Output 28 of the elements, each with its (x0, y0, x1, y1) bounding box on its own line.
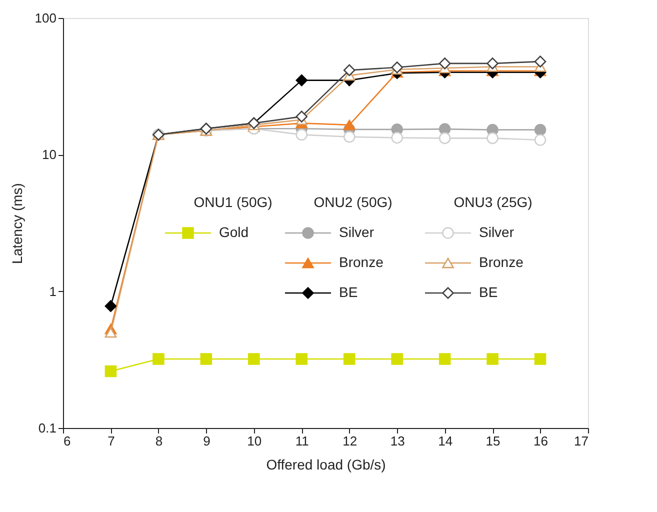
x-tick-label: 13 (390, 434, 405, 448)
legend-label: BE (339, 284, 358, 300)
legend-label: Bronze (479, 254, 524, 270)
y-tick-label: 1 (49, 284, 56, 299)
x-tick-label: 14 (438, 434, 453, 448)
y-tick-label: 0.1 (38, 420, 56, 436)
x-tick-label: 9 (203, 434, 210, 448)
x-tick-label: 15 (486, 434, 500, 448)
annotation: ONU3 (25G) (454, 194, 532, 210)
y-axis-title: Latency (ms) (8, 183, 25, 264)
annotation: ONU2 (50G) (314, 194, 392, 210)
legend-label: Bronze (339, 254, 384, 270)
legend-label: BE (479, 284, 498, 300)
x-tick-label: 8 (155, 434, 163, 448)
x-tick-label: 17 (574, 434, 588, 448)
x-tick-label: 16 (534, 434, 548, 448)
x-tick-label: 12 (342, 434, 358, 448)
legend-label: Gold (219, 224, 249, 240)
y-tick-label: 100 (34, 10, 56, 26)
x-tick-label: 7 (108, 434, 115, 448)
legend-label: Silver (479, 224, 514, 240)
x-tick-label: 6 (64, 434, 71, 448)
legend-label: Silver (339, 224, 374, 240)
x-tick-label: 10 (247, 434, 262, 448)
annotation: ONU1 (50G) (194, 194, 272, 210)
x-tick-label: 11 (295, 434, 309, 448)
y-tick-label: 10 (42, 147, 56, 162)
x-axis-title: Offered load (Gb/s) (266, 456, 386, 472)
